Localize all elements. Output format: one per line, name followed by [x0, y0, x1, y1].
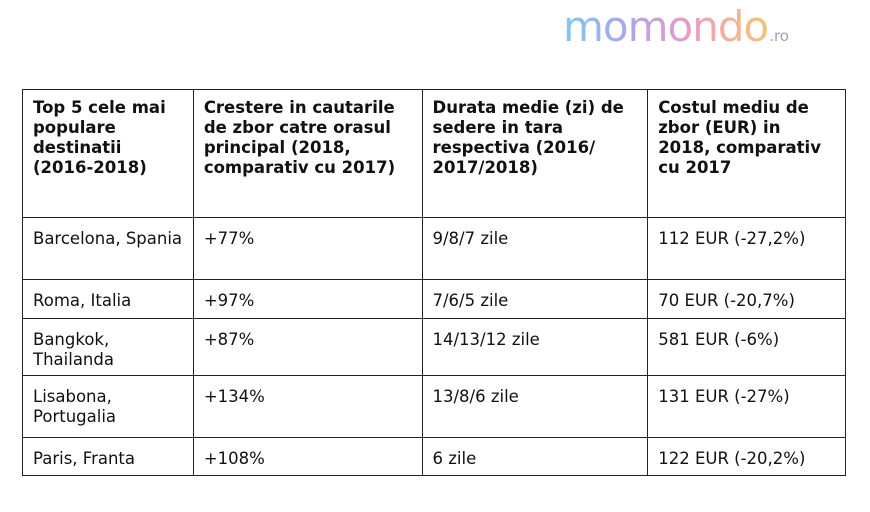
cell-flight-cost: 581 EUR (-6%) — [647, 318, 846, 376]
table-row: Roma, Italia +97% 7/6/5 zile 70 EUR (-20… — [22, 279, 846, 319]
cell-stay-duration: 14/13/12 zile — [421, 318, 649, 376]
table-row: Paris, Franta +108% 6 zile 122 EUR (-20,… — [22, 437, 846, 476]
cell-destination: Barcelona, Spania — [22, 217, 194, 280]
cell-destination: Lisabona, Portugalia — [22, 375, 194, 438]
header-flight-cost: Costul mediu de zbor (EUR) in 2018, comp… — [647, 89, 846, 218]
cell-destination: Paris, Franta — [22, 437, 194, 476]
cell-flight-cost: 70 EUR (-20,7%) — [647, 279, 846, 319]
cell-flight-cost: 122 EUR (-20,2%) — [647, 437, 846, 476]
table-row: Bangkok, Thailanda +87% 14/13/12 zile 58… — [22, 318, 846, 376]
table-row: Barcelona, Spania +77% 9/8/7 zile 112 EU… — [22, 217, 846, 280]
table-row: Lisabona, Portugalia +134% 13/8/6 zile 1… — [22, 375, 846, 438]
cell-stay-duration: 9/8/7 zile — [421, 217, 649, 280]
momondo-logo: momondo.ro — [563, 2, 789, 54]
logo-wordmark: momondo — [563, 2, 769, 51]
table-header-row: Top 5 cele mai populare destinatii (2016… — [22, 89, 846, 218]
cell-destination: Roma, Italia — [22, 279, 194, 319]
cell-search-growth: +77% — [192, 217, 423, 280]
cell-search-growth: +87% — [192, 318, 423, 376]
logo-tld: .ro — [769, 27, 789, 45]
cell-destination: Bangkok, Thailanda — [22, 318, 194, 376]
destinations-table: Top 5 cele mai populare destinatii (2016… — [22, 89, 846, 476]
cell-search-growth: +134% — [192, 375, 423, 438]
cell-stay-duration: 7/6/5 zile — [421, 279, 649, 319]
cell-flight-cost: 112 EUR (-27,2%) — [647, 217, 846, 280]
header-search-growth: Crestere in cautarile de zbor catre oras… — [192, 89, 423, 218]
header-destinations: Top 5 cele mai populare destinatii (2016… — [22, 89, 194, 218]
cell-flight-cost: 131 EUR (-27%) — [647, 375, 846, 438]
header-stay-duration: Durata medie (zi) de sedere in tara resp… — [421, 89, 649, 218]
cell-stay-duration: 13/8/6 zile — [421, 375, 649, 438]
cell-search-growth: +97% — [192, 279, 423, 319]
cell-search-growth: +108% — [192, 437, 423, 476]
cell-stay-duration: 6 zile — [421, 437, 649, 476]
